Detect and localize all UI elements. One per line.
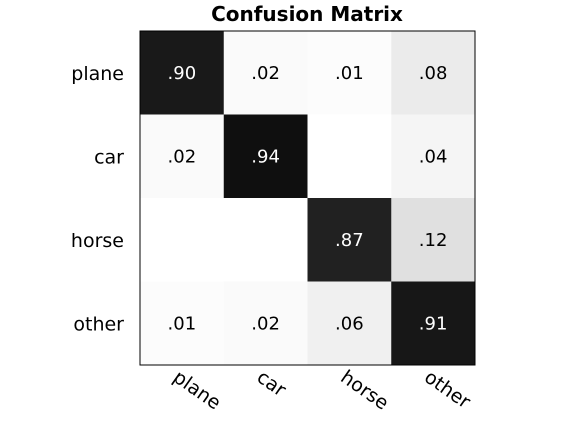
cell-value-label: .94	[251, 146, 280, 167]
heatmap-cell-other-car	[223, 281, 308, 366]
x-tick-label-car: car	[253, 366, 290, 401]
heatmap-cell-plane-plane	[140, 31, 225, 115]
cell-value-label: .87	[335, 230, 364, 251]
y-tick-label-horse: horse	[71, 230, 124, 252]
heatmap-cell-plane-car	[223, 31, 308, 115]
heatmap-cell-horse-horse	[307, 198, 392, 282]
y-tick-label-car: car	[94, 146, 124, 168]
heatmap-cell-car-plane	[140, 114, 225, 199]
heatmap-cell-other-plane	[140, 281, 225, 366]
heatmap-cell-car-car	[223, 114, 308, 199]
heatmap-cell-plane-other	[391, 31, 476, 115]
cell-value-label: .04	[419, 146, 448, 167]
x-tick-labels: plane car horse other	[169, 366, 474, 414]
heatmap-cell-car-horse	[307, 114, 392, 199]
y-tick-label-other: other	[73, 313, 124, 335]
x-tick-label-other: other	[420, 366, 474, 413]
cell-value-label: .02	[251, 313, 280, 334]
heatmap-cell-horse-car	[223, 198, 308, 282]
heatmap-cell-other-other	[391, 281, 476, 366]
heatmap-cell-other-horse	[307, 281, 392, 366]
cell-value-labels: .90 .02 .01 .08 .02 .94 .04 .87 .12 .01 .02 .06 .91	[168, 63, 448, 335]
heatmap-cell-car-other	[391, 114, 476, 199]
y-tick-label-plane: plane	[71, 63, 124, 85]
cell-value-label: .90	[168, 63, 197, 84]
cell-value-label: .08	[419, 63, 448, 84]
x-tick-label-horse: horse	[337, 366, 393, 414]
cell-value-label: .06	[335, 313, 364, 334]
cell-value-label: .12	[419, 230, 448, 251]
x-tick-label-plane: plane	[169, 366, 225, 414]
plot-frame	[139, 30, 476, 366]
y-tick-labels: plane car horse other	[71, 63, 124, 336]
chart-title: Confusion Matrix	[211, 2, 403, 26]
cell-value-label: .02	[168, 146, 197, 167]
cell-value-label: .02	[251, 63, 280, 84]
cell-value-label: .91	[419, 313, 448, 334]
heatmap-cell-horse-plane	[140, 198, 225, 282]
cell-value-label: .01	[168, 313, 197, 334]
heatmap-cell-horse-other	[391, 198, 476, 282]
heatmap-cells	[140, 31, 476, 366]
heatmap-cell-plane-horse	[307, 31, 392, 115]
cell-value-label: .01	[335, 63, 364, 84]
